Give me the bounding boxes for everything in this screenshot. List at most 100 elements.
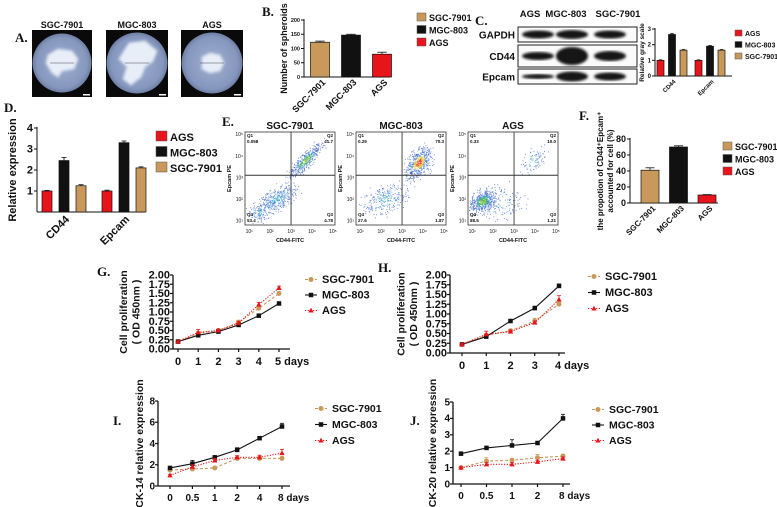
flow-event-dot bbox=[481, 202, 483, 204]
flow-event-dot bbox=[305, 157, 307, 159]
flow-event-dot bbox=[385, 195, 387, 197]
flow-event-dot bbox=[260, 205, 262, 207]
y-tick-label: 100 bbox=[291, 46, 300, 52]
flow-event-dot bbox=[480, 191, 482, 193]
flow-event-dot bbox=[322, 144, 324, 146]
flow-event-dot bbox=[390, 187, 392, 189]
flow-event-dot bbox=[273, 202, 275, 204]
flow-event-dot bbox=[535, 155, 537, 157]
flow-event-dot bbox=[504, 213, 506, 214]
flow-event-dot bbox=[517, 192, 519, 194]
flow-event-dot bbox=[304, 161, 306, 163]
flow-event-dot bbox=[308, 154, 310, 155]
flow-event-dot bbox=[272, 202, 274, 204]
flow-event-dot bbox=[416, 175, 418, 177]
flow-event-dot bbox=[266, 214, 268, 216]
flow-event-dot bbox=[419, 157, 421, 159]
flow-event-dot bbox=[415, 158, 417, 159]
flow-event-dot bbox=[384, 196, 386, 198]
flow-event-dot bbox=[370, 194, 372, 196]
flow-event-dot bbox=[514, 200, 516, 202]
flow-event-dot bbox=[481, 203, 483, 205]
series-line bbox=[177, 287, 280, 343]
flow-event-dot bbox=[388, 196, 390, 197]
flow-plot-title: MGC-803 bbox=[379, 121, 423, 132]
flow-event-dot bbox=[381, 198, 382, 200]
flow-event-dot bbox=[269, 199, 271, 201]
flow-event-dot bbox=[491, 196, 493, 198]
y-tick-label: 4 bbox=[149, 439, 155, 450]
flow-event-dot bbox=[410, 183, 412, 185]
flow-event-dot bbox=[394, 206, 396, 208]
flow-event-dot bbox=[289, 190, 291, 192]
flow-event-dot bbox=[316, 147, 318, 149]
flow-event-dot bbox=[410, 170, 412, 172]
flow-event-dot bbox=[506, 202, 508, 204]
flow-event-dot bbox=[370, 193, 372, 195]
flow-event-dot bbox=[417, 166, 419, 168]
flow-event-dot bbox=[499, 210, 500, 212]
flow-event-dot bbox=[473, 208, 475, 210]
legend-label: MGC-803 bbox=[605, 287, 653, 299]
flow-event-dot bbox=[532, 160, 534, 161]
legend-label: SGC-7901 bbox=[332, 403, 382, 415]
flow-event-dot bbox=[373, 214, 375, 215]
flow-event-dot bbox=[318, 149, 320, 151]
flow-event-dot bbox=[317, 143, 319, 145]
flow-event-dot bbox=[321, 146, 323, 148]
flow-event-dot bbox=[477, 192, 479, 194]
flow-event-dot bbox=[294, 184, 296, 186]
legend-swatch bbox=[416, 12, 427, 22]
legend-label: MGC-803 bbox=[745, 43, 775, 50]
flow-event-dot bbox=[424, 173, 426, 175]
flow-event-dot bbox=[283, 202, 285, 204]
marker-triangle bbox=[189, 464, 196, 469]
flow-event-dot bbox=[298, 164, 300, 166]
flow-event-dot bbox=[489, 196, 491, 198]
flow-event-dot bbox=[494, 200, 495, 202]
marker-square bbox=[532, 305, 537, 311]
flow-event-dot bbox=[285, 194, 287, 196]
flow-event-dot bbox=[314, 152, 316, 154]
flow-event-dot bbox=[270, 206, 272, 208]
flow-event-dot bbox=[386, 193, 388, 195]
flow-event-dot bbox=[365, 211, 367, 213]
flow-event-dot bbox=[513, 211, 514, 213]
flow-event-dot bbox=[272, 197, 274, 199]
flow-event-dot bbox=[400, 188, 402, 190]
flow-event-dot bbox=[307, 152, 309, 154]
flow-event-dot bbox=[312, 150, 313, 152]
flow-event-dot bbox=[510, 212, 512, 214]
flow-event-dot bbox=[313, 159, 315, 161]
flow-event-dot bbox=[411, 164, 413, 166]
legend-label: AGS bbox=[609, 435, 632, 447]
panel-e: E. SGC-7901Q10.058Q241.7Q34.78Q453.410¹10… bbox=[222, 114, 560, 244]
flow-event-dot bbox=[302, 162, 304, 164]
flow-event-dot bbox=[420, 173, 422, 175]
flow-event-dot bbox=[480, 204, 482, 206]
flow-event-dot bbox=[530, 170, 532, 172]
flow-event-dot bbox=[473, 200, 475, 202]
flow-event-dot bbox=[253, 203, 255, 204]
flow-event-dot bbox=[312, 151, 314, 153]
flow-event-dot bbox=[395, 200, 397, 202]
flow-event-dot bbox=[308, 164, 310, 166]
flow-event-dot bbox=[420, 172, 422, 174]
flow-event-dot bbox=[423, 160, 425, 162]
flow-event-dot bbox=[376, 214, 377, 216]
flow-event-dot bbox=[257, 222, 259, 223]
flow-event-dot bbox=[488, 200, 490, 202]
flow-event-dot bbox=[476, 200, 478, 202]
flow-event-dot bbox=[398, 204, 400, 206]
flow-event-dot bbox=[254, 210, 256, 212]
flow-event-dot bbox=[416, 158, 418, 160]
flow-event-dot bbox=[397, 194, 399, 195]
flow-event-dot bbox=[408, 165, 410, 167]
legend-label: SGC-7901 bbox=[322, 274, 374, 286]
flow-event-dot bbox=[378, 189, 380, 191]
flow-event-dot bbox=[471, 208, 473, 210]
flow-event-dot bbox=[473, 207, 475, 209]
flow-event-dot bbox=[415, 164, 417, 166]
